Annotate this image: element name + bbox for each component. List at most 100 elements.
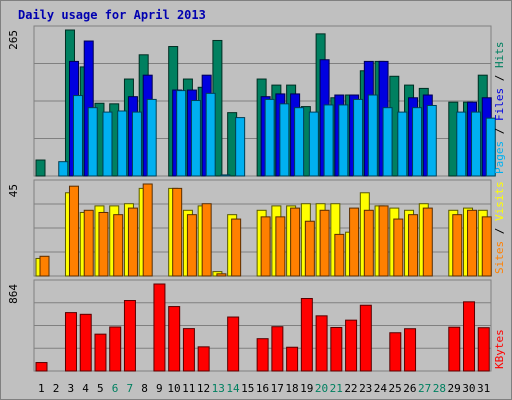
- bar-kbytes-day-25: [389, 332, 402, 372]
- bar-sites-day-4: [83, 209, 94, 277]
- bar-pages-day-23: [367, 94, 378, 177]
- bar-pages-day-7: [131, 111, 142, 177]
- x-tick-label-day-13: 13: [212, 382, 225, 395]
- bar-kbytes-day-9: [153, 283, 166, 372]
- bar-pages-day-5: [102, 111, 113, 177]
- bar-sites-day-5: [98, 211, 109, 277]
- bar-kbytes-day-20: [315, 315, 328, 372]
- bar-pages-day-8: [146, 98, 157, 177]
- bar-pages-day-11: [190, 100, 201, 177]
- series-label-part: KBytes: [493, 329, 506, 369]
- x-tick-label-day-27: 27: [418, 382, 431, 395]
- bar-kbytes-day-12: [197, 346, 210, 372]
- x-tick-label-day-24: 24: [374, 382, 388, 395]
- x-tick-label-day-1: 1: [38, 382, 45, 395]
- x-tick-label-day-3: 3: [68, 382, 75, 395]
- series-label-part: Visits: [493, 181, 506, 221]
- bar-kbytes-day-18: [286, 346, 299, 372]
- x-tick-label-day-11: 11: [182, 382, 195, 395]
- bar-sites-day-20: [319, 209, 330, 277]
- series-label-0: Pages / Files / Hits: [493, 42, 506, 175]
- x-tick-label-day-2: 2: [53, 382, 60, 395]
- x-tick-label-day-30: 30: [462, 382, 475, 395]
- bar-sites-day-24: [378, 205, 389, 277]
- bar-sites-day-6: [113, 214, 124, 277]
- bar-kbytes-day-14: [227, 316, 240, 372]
- bar-pages-day-6: [117, 110, 128, 177]
- bar-sites-day-23: [363, 209, 374, 277]
- chart-title: Daily usage for April 2013: [18, 8, 206, 22]
- bar-pages-day-10: [176, 90, 187, 177]
- series-label-separator: /: [493, 68, 506, 88]
- y-max-label-2: 864: [7, 284, 20, 304]
- x-tick-label-day-15: 15: [241, 382, 254, 395]
- bar-sites-day-26: [408, 214, 419, 277]
- bar-sites-day-13: [216, 273, 227, 277]
- x-tick-label-day-14: 14: [226, 382, 240, 395]
- bar-sites-day-3: [68, 185, 79, 277]
- bar-kbytes-day-30: [463, 301, 476, 372]
- bar-sites-day-8: [142, 183, 153, 277]
- bar-pages-day-31: [485, 117, 496, 177]
- bar-sites-day-31: [481, 216, 492, 277]
- bar-pages-day-27: [426, 104, 437, 177]
- series-label-1: Sites / Visits: [493, 181, 506, 274]
- bar-kbytes-day-5: [94, 333, 107, 372]
- bar-hits-day-1: [35, 159, 46, 177]
- bar-pages-day-20: [323, 104, 334, 177]
- bar-sites-day-27: [422, 207, 433, 277]
- x-tick-label-day-29: 29: [448, 382, 461, 395]
- bar-kbytes-day-1: [35, 362, 48, 372]
- series-label-part: Files: [493, 88, 506, 121]
- x-tick-label-day-12: 12: [197, 382, 210, 395]
- bar-kbytes-day-21: [330, 327, 343, 372]
- y-max-label-0: 265: [7, 30, 20, 50]
- series-label-part: Pages: [493, 141, 506, 174]
- bar-pages-day-2: [58, 161, 69, 177]
- bar-pages-day-12: [205, 92, 216, 177]
- bar-sites-day-21: [334, 233, 345, 277]
- bar-kbytes-day-3: [64, 312, 77, 372]
- bar-pages-day-24: [382, 107, 393, 177]
- bar-pages-day-3: [72, 95, 83, 177]
- x-tick-label-day-19: 19: [300, 382, 313, 395]
- x-tick-label-day-9: 9: [156, 382, 163, 395]
- bar-sites-day-19: [304, 220, 315, 277]
- x-tick-label-day-17: 17: [271, 382, 284, 395]
- bar-pages-day-18: [294, 107, 305, 177]
- series-label-separator: /: [493, 221, 506, 241]
- bar-kbytes-day-17: [271, 326, 284, 372]
- bar-sites-day-7: [127, 207, 138, 277]
- x-tick-label-day-20: 20: [315, 382, 328, 395]
- bar-pages-day-29: [456, 111, 467, 177]
- x-tick-label-day-7: 7: [127, 382, 134, 395]
- x-tick-label-day-5: 5: [97, 382, 104, 395]
- series-label-2: KBytes: [493, 329, 506, 369]
- bar-kbytes-day-31: [477, 327, 490, 372]
- x-tick-label-day-23: 23: [359, 382, 372, 395]
- bar-kbytes-day-29: [448, 326, 461, 372]
- y-max-label-1: 45: [7, 184, 20, 197]
- bar-pages-day-16: [264, 98, 275, 177]
- bar-sites-day-18: [290, 207, 301, 277]
- x-tick-label-day-18: 18: [285, 382, 298, 395]
- bar-kbytes-day-6: [109, 326, 122, 372]
- bar-sites-day-11: [186, 214, 197, 277]
- x-tick-label-day-31: 31: [477, 382, 490, 395]
- x-tick-label-day-16: 16: [256, 382, 269, 395]
- x-tick-label-day-26: 26: [403, 382, 416, 395]
- series-label-part: Hits: [493, 42, 506, 69]
- series-label-separator: /: [493, 121, 506, 141]
- x-tick-label-day-4: 4: [82, 382, 89, 395]
- bar-pages-day-14: [235, 117, 246, 177]
- x-tick-label-day-22: 22: [344, 382, 357, 395]
- bar-sites-day-12: [201, 203, 212, 277]
- bar-sites-day-1: [39, 255, 50, 277]
- bar-kbytes-day-16: [256, 338, 269, 372]
- bar-pages-day-22: [353, 98, 364, 177]
- bar-pages-day-19: [308, 111, 319, 177]
- series-label-part: Sites: [493, 241, 506, 274]
- bar-kbytes-day-7: [123, 300, 136, 372]
- bar-pages-day-4: [87, 107, 98, 177]
